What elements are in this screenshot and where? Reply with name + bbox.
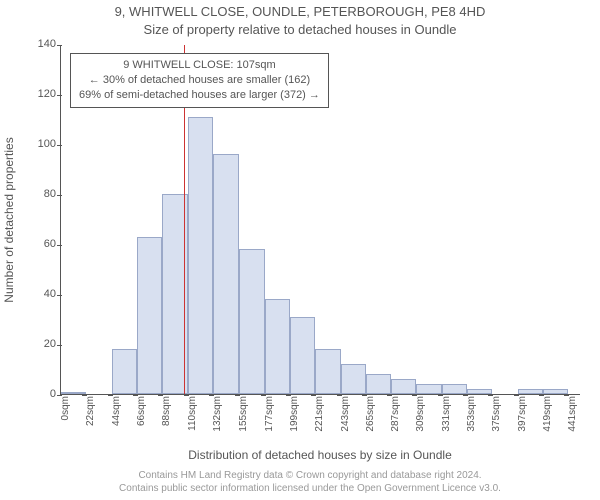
x-tick: 221sqm bbox=[314, 396, 325, 444]
histogram-bar bbox=[391, 379, 416, 394]
histogram-bar bbox=[112, 349, 137, 394]
x-tick: 155sqm bbox=[238, 396, 249, 444]
histogram-bar bbox=[442, 384, 467, 394]
x-tick: 177sqm bbox=[264, 396, 275, 444]
chart-title-address: 9, WHITWELL CLOSE, OUNDLE, PETERBOROUGH,… bbox=[0, 4, 600, 19]
x-tick: 397sqm bbox=[517, 396, 528, 444]
x-tick: 199sqm bbox=[289, 396, 300, 444]
histogram-bar bbox=[315, 349, 340, 394]
y-tick: 120 bbox=[20, 88, 56, 100]
histogram-bar bbox=[467, 389, 492, 394]
y-tick: 20 bbox=[20, 338, 56, 350]
x-tick: 309sqm bbox=[415, 396, 426, 444]
histogram-bar bbox=[341, 364, 366, 394]
x-tick: 287sqm bbox=[390, 396, 401, 444]
chart-title-subtitle: Size of property relative to detached ho… bbox=[0, 22, 600, 37]
y-axis-label: Number of detached properties bbox=[2, 45, 20, 395]
callout-line-1: 9 WHITWELL CLOSE: 107sqm bbox=[79, 58, 320, 73]
reference-callout: 9 WHITWELL CLOSE: 107sqm ← 30% of detach… bbox=[70, 53, 329, 108]
x-tick: 132sqm bbox=[212, 396, 223, 444]
histogram-bar bbox=[213, 154, 239, 394]
y-tick: 80 bbox=[20, 188, 56, 200]
chart-container: 9, WHITWELL CLOSE, OUNDLE, PETERBOROUGH,… bbox=[0, 0, 600, 500]
footer-attribution: Contains HM Land Registry data © Crown c… bbox=[40, 470, 580, 495]
footer-line-1: Contains HM Land Registry data © Crown c… bbox=[40, 470, 580, 483]
histogram-bar bbox=[265, 299, 290, 394]
footer-line-2: Contains public sector information licen… bbox=[40, 483, 580, 496]
histogram-bar bbox=[416, 384, 441, 394]
y-tick: 100 bbox=[20, 138, 56, 150]
x-tick: 110sqm bbox=[187, 396, 198, 444]
x-tick: 22sqm bbox=[85, 396, 96, 444]
x-tick: 441sqm bbox=[567, 396, 578, 444]
x-tick: 375sqm bbox=[491, 396, 502, 444]
histogram-bar bbox=[543, 389, 568, 394]
histogram-bar bbox=[366, 374, 391, 394]
callout-line-2: ← 30% of detached houses are smaller (16… bbox=[79, 73, 320, 88]
y-tick: 140 bbox=[20, 38, 56, 50]
histogram-bar bbox=[137, 237, 162, 395]
histogram-bar bbox=[518, 389, 543, 394]
x-tick: 66sqm bbox=[136, 396, 147, 444]
histogram-bar bbox=[61, 392, 86, 395]
x-tick: 419sqm bbox=[542, 396, 553, 444]
histogram-bar bbox=[290, 317, 315, 395]
callout-line-3: 69% of semi-detached houses are larger (… bbox=[79, 88, 320, 103]
x-tick: 44sqm bbox=[111, 396, 122, 444]
histogram-bar bbox=[239, 249, 264, 394]
y-tick: 0 bbox=[20, 388, 56, 400]
x-tick: 243sqm bbox=[340, 396, 351, 444]
x-axis-label: Distribution of detached houses by size … bbox=[60, 448, 580, 462]
x-tick: 0sqm bbox=[60, 396, 71, 444]
x-tick: 331sqm bbox=[441, 396, 452, 444]
y-tick: 60 bbox=[20, 238, 56, 250]
x-tick: 265sqm bbox=[365, 396, 376, 444]
x-tick: 353sqm bbox=[466, 396, 477, 444]
histogram-bar bbox=[188, 117, 213, 395]
y-tick: 40 bbox=[20, 288, 56, 300]
x-tick: 88sqm bbox=[161, 396, 172, 444]
